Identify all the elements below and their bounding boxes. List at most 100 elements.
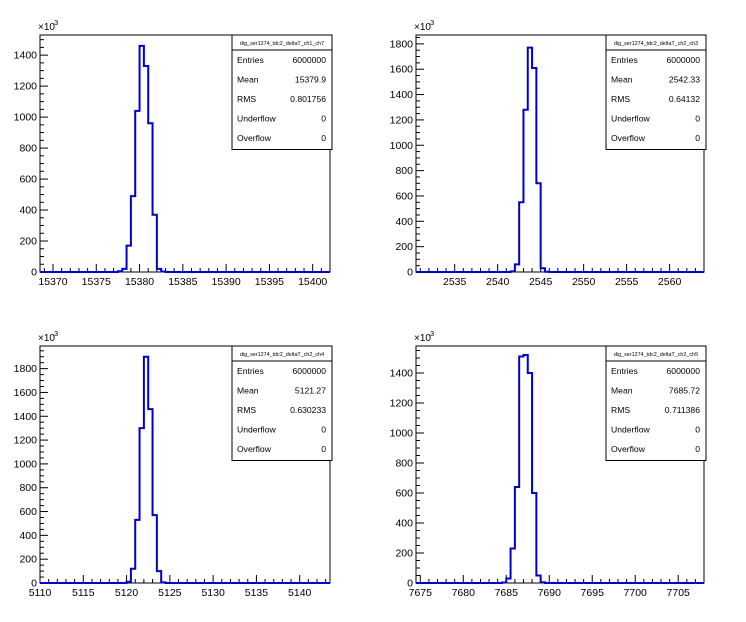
stats-value: 0 bbox=[695, 444, 700, 454]
y-multiplier-exponent: 3 bbox=[54, 18, 58, 27]
x-tick-label: 2560 bbox=[658, 276, 682, 288]
histogram-line bbox=[40, 44, 330, 273]
stats-value: 0 bbox=[321, 444, 326, 454]
stats-label: Mean bbox=[237, 75, 259, 85]
x-tick-label: 15390 bbox=[212, 276, 241, 288]
stats-value: 5121.27 bbox=[295, 386, 326, 396]
stats-label: Entries bbox=[237, 55, 264, 65]
y-tick-label: 200 bbox=[19, 236, 37, 248]
y-tick-label: 400 bbox=[19, 530, 37, 542]
x-tick-label: 7680 bbox=[452, 587, 476, 599]
x-tick-label: 5130 bbox=[201, 587, 225, 599]
x-tick-label: 2535 bbox=[443, 276, 467, 288]
x-tick-label: 5115 bbox=[72, 587, 95, 599]
y-tick-label: 1400 bbox=[390, 368, 414, 380]
stats-box-frame bbox=[605, 34, 707, 150]
y-tick-label: 1000 bbox=[390, 428, 414, 440]
stats-label: Mean bbox=[237, 386, 259, 396]
stats-value: 0 bbox=[695, 425, 700, 435]
x-tick-label: 15385 bbox=[168, 276, 197, 288]
x-tick-label: 2550 bbox=[572, 276, 596, 288]
stats-label: RMS bbox=[611, 405, 630, 415]
histogram-panel-2: 0 200 400 600 800 1000 1200 1400 1600 1800×10 3 253… bbox=[390, 18, 707, 288]
x-tick-label: 5110 bbox=[29, 587, 52, 599]
x-tick-label: 15375 bbox=[82, 276, 111, 288]
y-multiplier-label: ×10 bbox=[414, 22, 431, 33]
y-multiplier-exponent: 3 bbox=[430, 18, 434, 27]
y-tick-label: 600 bbox=[19, 174, 37, 186]
stats-value: 0.711386 bbox=[665, 405, 700, 415]
x-tick-label: 5140 bbox=[288, 587, 312, 599]
y-tick-label: 400 bbox=[19, 205, 37, 217]
y-tick-label: 600 bbox=[19, 506, 37, 518]
histogram-line bbox=[416, 46, 704, 273]
y-tick-label: 1200 bbox=[14, 435, 38, 447]
y-multiplier-label: ×10 bbox=[38, 22, 55, 33]
stats-value: 6000000 bbox=[293, 366, 327, 376]
stats-box-frame bbox=[231, 345, 333, 461]
stats-value: 0.64132 bbox=[669, 94, 700, 104]
stats-label: Mean bbox=[611, 386, 633, 396]
y-multiplier-label: ×10 bbox=[414, 333, 431, 344]
x-tick-label: 7700 bbox=[624, 587, 648, 599]
x-tick-label: 2555 bbox=[615, 276, 639, 288]
histogram-panel-3: 0 200 400 600 800 1000 1200 1400 1600 1800 ×10 3 511… bbox=[14, 329, 333, 599]
stats-box-frame bbox=[231, 34, 333, 150]
y-tick-label: 1400 bbox=[390, 89, 414, 101]
stats-label: Entries bbox=[611, 366, 638, 376]
y-tick-label: 600 bbox=[395, 190, 413, 202]
y-multiplier-exponent: 3 bbox=[54, 329, 58, 338]
y-tick-label: 200 bbox=[395, 548, 413, 560]
x-tick-label: 15400 bbox=[298, 276, 327, 288]
y-tick-label: 1200 bbox=[390, 114, 414, 126]
stats-box: dig_ser1274_tdc2_deltaT_ch2_ch5 Entries 60… bbox=[605, 345, 707, 461]
y-tick-label: 200 bbox=[395, 241, 413, 253]
y-tick-label: 1200 bbox=[390, 398, 414, 410]
y-tick-label: 1000 bbox=[14, 458, 38, 470]
y-tick-label: 800 bbox=[395, 165, 413, 177]
x-tick-label: 7685 bbox=[495, 587, 519, 599]
x-tick-label: 7705 bbox=[667, 587, 691, 599]
stats-label: Overflow bbox=[611, 444, 646, 454]
y-tick-label: 400 bbox=[395, 518, 413, 530]
stats-value: 6000000 bbox=[667, 366, 701, 376]
stats-label: Entries bbox=[237, 366, 264, 376]
stats-label: RMS bbox=[611, 94, 630, 104]
y-multiplier-exponent: 3 bbox=[430, 329, 434, 338]
y-tick-label: 0 bbox=[31, 578, 37, 590]
stats-box-title: dig_ser1274_tdc2_deltaT_ch2_ch5 bbox=[614, 352, 698, 358]
x-tick-label: 2540 bbox=[486, 276, 510, 288]
y-tick-label: 200 bbox=[19, 554, 37, 566]
stats-box: dig_ser1274_tdc2_deltaT_ch2_ch3 Entries 60… bbox=[605, 34, 707, 150]
x-tick-label: 2545 bbox=[529, 276, 553, 288]
stats-label: Underflow bbox=[611, 114, 650, 124]
stats-label: Underflow bbox=[237, 425, 276, 435]
stats-value: 7685.72 bbox=[669, 386, 700, 396]
histogram-line bbox=[40, 355, 330, 584]
stats-value: 0 bbox=[695, 114, 700, 124]
y-tick-label: 1600 bbox=[14, 387, 38, 399]
x-tick-label: 15370 bbox=[38, 276, 67, 288]
y-tick-label: 800 bbox=[19, 482, 37, 494]
stats-value: 0 bbox=[695, 133, 700, 143]
x-tick-label: 5120 bbox=[115, 587, 139, 599]
stats-label: Entries bbox=[611, 55, 638, 65]
y-tick-label: 800 bbox=[19, 143, 37, 155]
stats-label: Mean bbox=[611, 75, 633, 85]
y-tick-label: 600 bbox=[395, 488, 413, 500]
y-tick-label: 400 bbox=[395, 216, 413, 228]
y-tick-label: 0 bbox=[407, 578, 413, 590]
x-tick-label: 5125 bbox=[158, 587, 182, 599]
y-tick-label: 1400 bbox=[14, 50, 38, 62]
histogram-line bbox=[416, 354, 704, 584]
x-tick-label: 15395 bbox=[255, 276, 284, 288]
y-tick-label: 1000 bbox=[14, 112, 38, 124]
stats-box: dig_ser1274_tdc2_deltaT_ch2_ch4 Entries 60… bbox=[231, 345, 333, 461]
y-tick-label: 1200 bbox=[14, 81, 38, 93]
x-tick-label: 5135 bbox=[245, 587, 269, 599]
stats-value: 0 bbox=[321, 425, 326, 435]
y-tick-label: 1600 bbox=[390, 64, 414, 76]
stats-box-title: dig_ser1274_tdc2_deltaT_ch2_ch3 bbox=[614, 41, 698, 47]
stats-value: 15379.9 bbox=[295, 75, 326, 85]
